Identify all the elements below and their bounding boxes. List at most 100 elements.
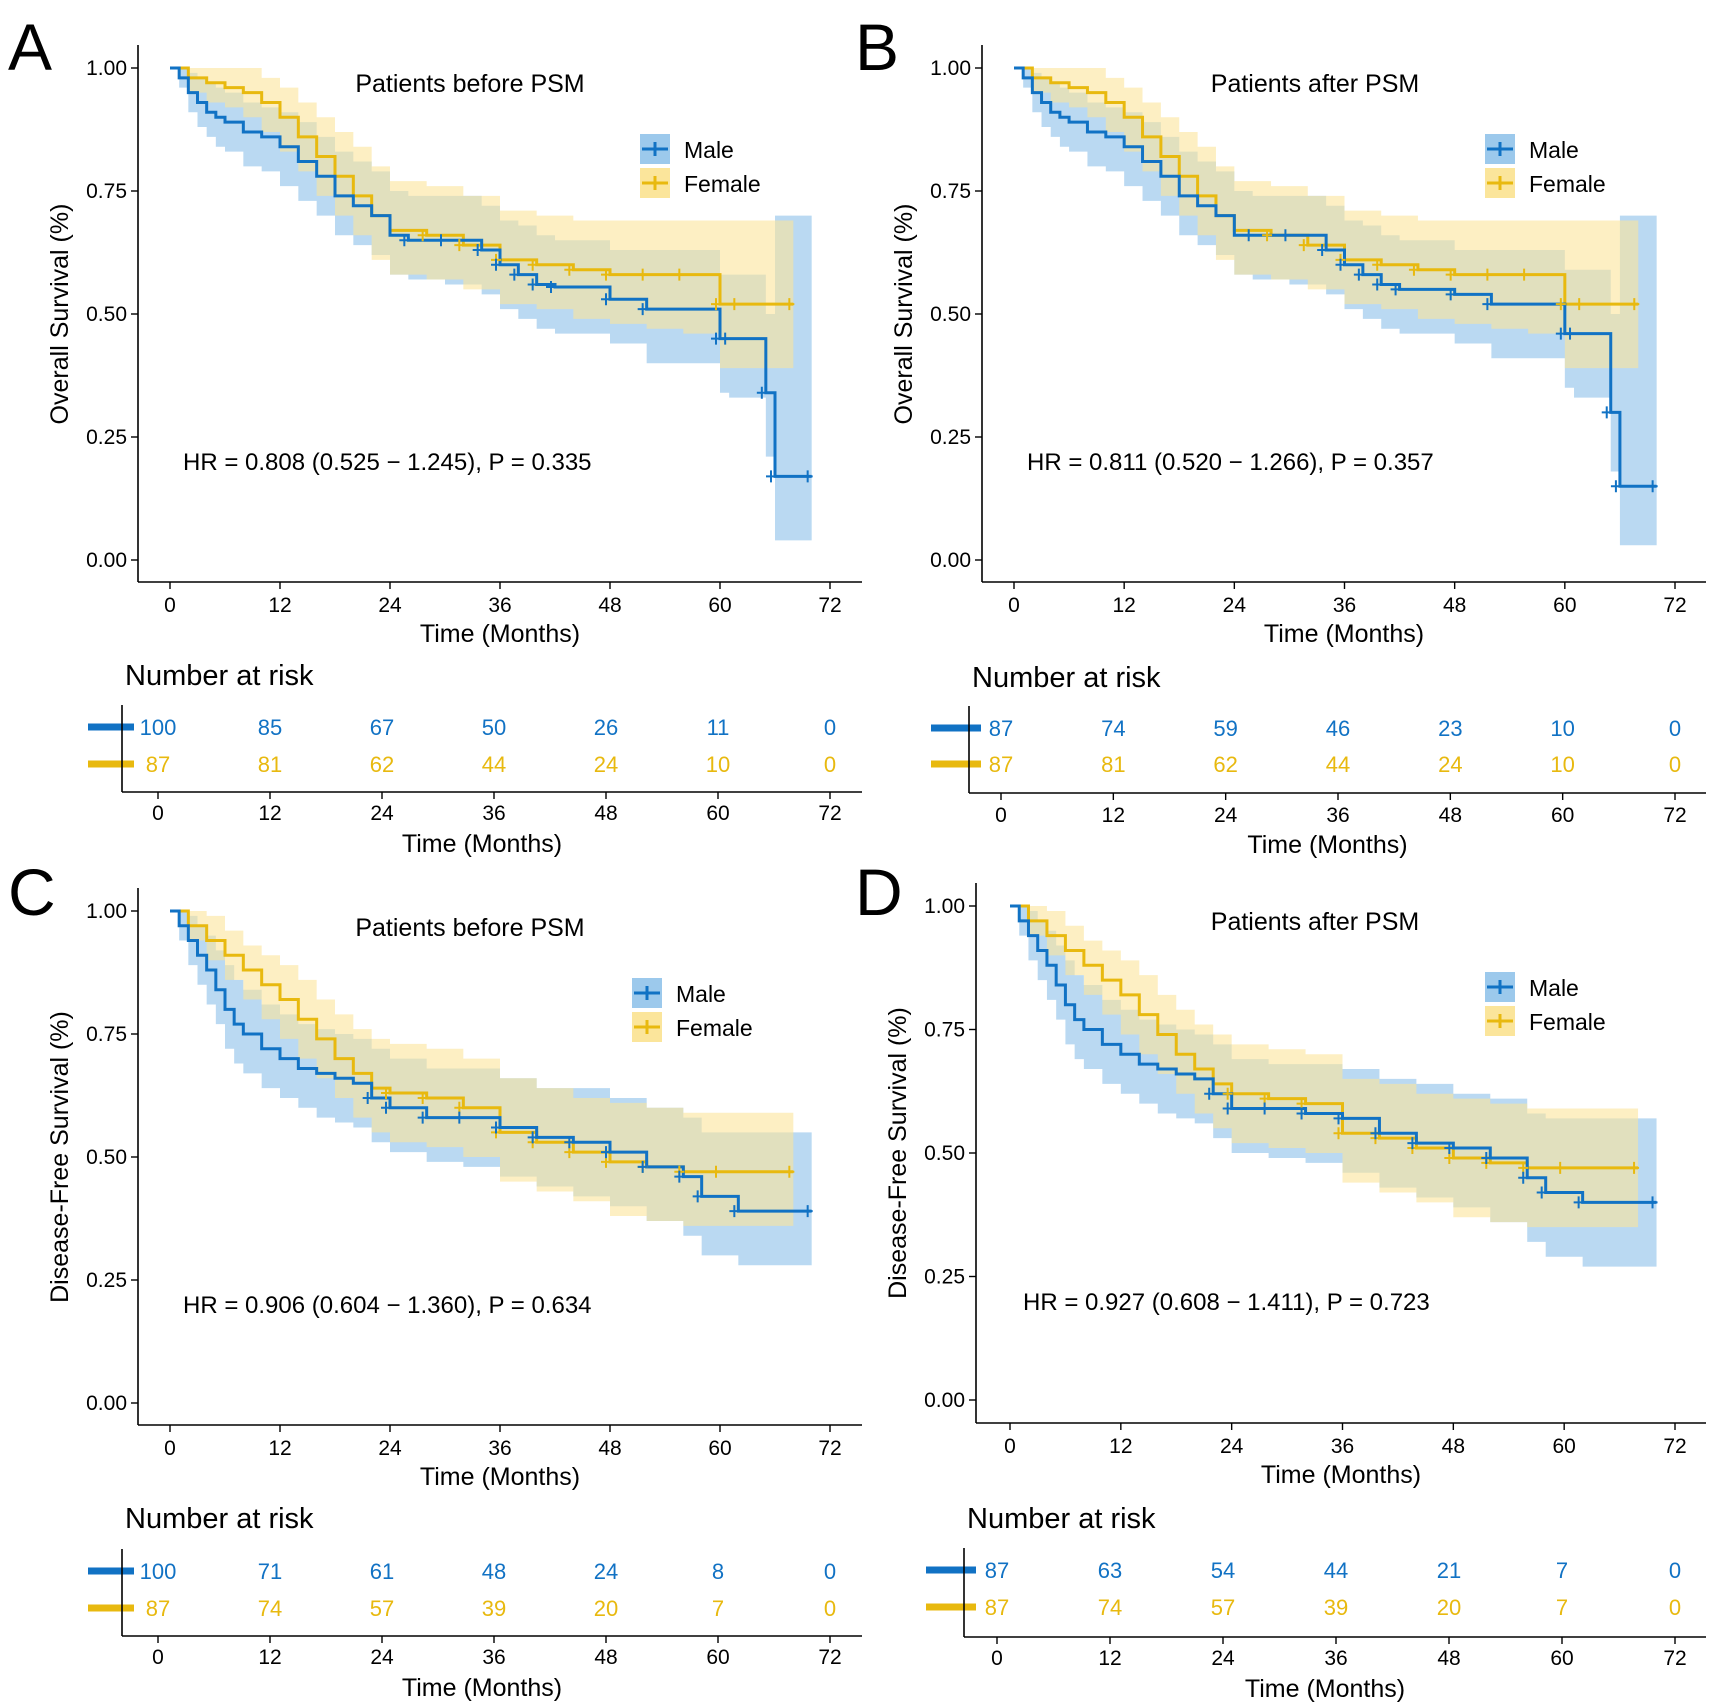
female-risk-count: 10 [1550,752,1574,777]
male-censor-mark [1204,1087,1215,1100]
female-risk-count: 57 [370,1596,394,1621]
risk-table-title: Number at risk [972,662,1161,694]
male-censor-mark [637,303,648,316]
male-risk-count: 26 [594,715,618,740]
male-censor-mark [766,470,776,483]
male-censor-mark [692,1190,703,1203]
x-tick-label: 36 [1331,1435,1354,1458]
male-risk-count: 24 [594,1559,618,1584]
risk-x-tick-label: 24 [370,1646,394,1669]
female-risk-count: 0 [824,1596,836,1621]
x-tick-label: 60 [1552,1435,1575,1458]
x-tick-label: 0 [164,1437,176,1460]
male-censor-mark [491,1121,501,1134]
male-censor-mark [1601,406,1612,419]
risk-x-tick-label: 60 [1551,804,1574,827]
male-censor-mark [472,244,483,257]
male-censor-mark [564,1136,575,1149]
female-risk-count: 24 [594,752,618,777]
y-tick-label: 0.00 [86,549,127,572]
risk-x-axis-title: Time (Months) [1247,831,1407,859]
male-risk-count: 7 [1556,1558,1568,1583]
male-censor-mark [381,1101,391,1114]
y-axis-title: Disease-Free Survival (%) [46,1011,74,1303]
male-legend-label: Male [676,981,726,1007]
female-legend-key [1487,1014,1513,1028]
male-risk-count: 74 [1101,716,1125,741]
y-axis-title: Overall Survival (%) [46,204,74,425]
male-censor-mark [1259,1102,1270,1115]
female-censor-mark [1482,268,1493,281]
female-risk-count: 7 [712,1596,724,1621]
x-tick-label: 0 [1008,594,1020,617]
x-tick-label: 24 [1220,1435,1244,1458]
risk-x-tick-label: 12 [258,1646,281,1669]
male-censor-mark [1518,1171,1529,1184]
x-tick-label: 12 [1109,1435,1132,1458]
female-risk-count: 81 [258,752,282,777]
male-censor-mark [436,234,446,247]
x-axis-title: Time (Months) [1264,620,1424,648]
x-tick-label: 72 [1663,1435,1686,1458]
female-censor-mark [711,298,721,311]
panel-letter: A [8,10,52,84]
female-risk-count: 7 [1556,1595,1568,1620]
male-risk-count: 87 [985,1558,1009,1583]
male-risk-count: 54 [1211,1558,1235,1583]
male-censor-mark [1280,229,1291,242]
male-censor-mark [711,332,721,345]
plot-title: Patients before PSM [355,914,584,942]
risk-table-title: Number at risk [967,1503,1156,1535]
female-risk-count: 24 [1438,752,1462,777]
male-censor-mark [674,1170,685,1183]
risk-x-axis-title: Time (Months) [402,1674,562,1702]
panel-a: A 0.00 0.25 0.50 0.75 1.00 0 12 24 36 48 60 72 Time (… [8,10,862,858]
male-censor-mark [1335,258,1346,271]
male-censor-mark [1565,327,1576,340]
legend: Male Female [640,134,761,198]
male-legend-key [1487,980,1513,994]
risk-x-tick-label: 72 [818,1646,841,1669]
female-risk-count: 10 [706,752,730,777]
x-tick-label: 24 [1223,594,1247,617]
male-risk-count: 0 [824,715,836,740]
male-risk-count: 8 [712,1559,724,1584]
female-censor-mark [784,1165,795,1178]
female-risk-count: 62 [370,752,394,777]
female-risk-count: 81 [1101,752,1125,777]
male-risk-count: 71 [258,1559,282,1584]
y-tick-label: 0.50 [86,1146,127,1169]
x-tick-label: 12 [268,1437,291,1460]
plot-title: Patients before PSM [355,70,584,98]
male-risk-count: 100 [140,1559,177,1584]
male-risk-count: 10 [1550,716,1574,741]
male-survival-line [1010,904,1657,1204]
female-ci-band [170,911,794,1226]
x-tick-label: 0 [1004,1435,1016,1458]
y-tick-label: 1.00 [924,895,965,918]
female-risk-count: 74 [1098,1595,1122,1620]
male-survival-line [1014,66,1657,488]
female-censor-mark [711,1165,721,1178]
male-censor-mark [362,1091,373,1104]
female-censor-mark [1298,239,1309,252]
risk-x-tick-label: 48 [594,1646,617,1669]
risk-x-tick-label: 12 [258,802,281,825]
risk-x-tick-label: 60 [706,802,729,825]
male-censor-mark [1610,480,1621,493]
risk-x-tick-label: 24 [370,802,394,825]
male-legend-key [1487,142,1513,156]
male-censor-mark [399,234,410,247]
male-risk-count: 11 [707,715,730,740]
risk-table: Number at risk 100 71 61 48 24 8 0 87 74 57 39 20 7 0 0… [88,1503,862,1702]
female-censor-mark [1555,1161,1566,1174]
y-tick-label: 0.00 [924,1389,965,1412]
x-axis-title: Time (Months) [1261,1461,1421,1489]
female-censor-mark [1262,229,1273,242]
male-risk-count: 100 [140,715,177,740]
x-tick-label: 48 [598,594,621,617]
male-censor-mark [1333,1112,1344,1125]
x-tick-label: 72 [818,594,841,617]
